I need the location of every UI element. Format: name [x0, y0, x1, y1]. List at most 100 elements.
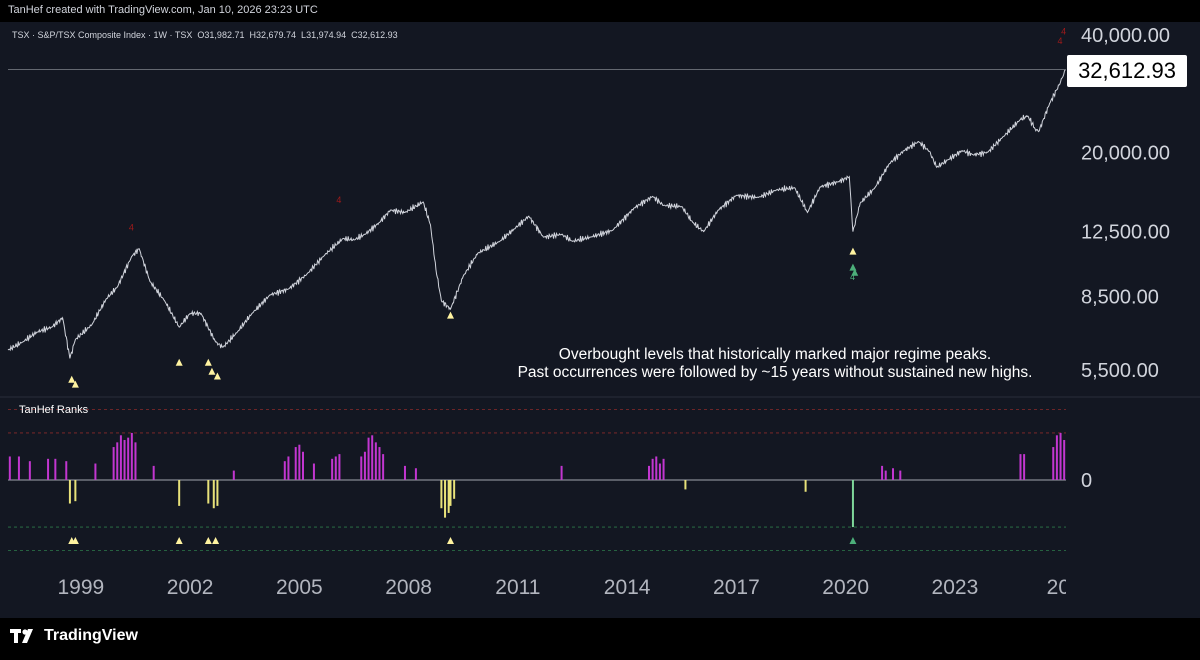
overbought-bar	[658, 463, 661, 480]
overbought-bar	[374, 442, 377, 480]
overbought-bar	[367, 437, 370, 480]
overbought-bar	[363, 451, 366, 480]
overbought-bar	[134, 442, 137, 480]
overbought-bar	[662, 458, 665, 480]
chart-annotation: Overbought levels that historically mark…	[430, 346, 1120, 382]
yellow-triangle-marker	[849, 247, 857, 255]
y-tick-label: 40,000.00	[1081, 25, 1170, 47]
overbought-bar	[123, 440, 126, 480]
overbought-bar	[414, 468, 417, 480]
oversold-bar	[449, 480, 452, 506]
overbought-bar	[294, 447, 297, 480]
indicator-triangle-marker	[175, 537, 183, 544]
overbought-bar	[1019, 454, 1022, 480]
oversold-bar	[440, 480, 443, 509]
footer-bar	[0, 618, 1200, 660]
overbought-bar	[331, 458, 334, 480]
tradingview-logo-icon	[10, 629, 33, 643]
overbought-bar	[65, 461, 68, 480]
x-tick-label: 2011	[495, 576, 540, 599]
overbought-bar	[152, 465, 155, 480]
y-tick-label: 5,500.00	[1081, 360, 1159, 382]
overbought-bar	[302, 451, 305, 480]
extreme-oversold-bar	[851, 480, 854, 528]
green-triangle-marker	[849, 263, 857, 271]
yellow-triangle-marker	[213, 372, 221, 380]
overbought-bar	[899, 470, 902, 480]
x-tick-label: 1999	[57, 576, 104, 599]
overbought-bar	[232, 470, 235, 480]
yellow-triangle-marker	[71, 380, 79, 388]
overbought-bar	[378, 447, 381, 480]
indicator-triangle-marker	[71, 537, 79, 544]
open-label: O	[197, 30, 205, 40]
overbought-bar	[881, 465, 884, 480]
oversold-bar	[216, 480, 219, 506]
yellow-triangle-marker	[204, 358, 212, 366]
overbought-bar	[130, 432, 133, 480]
overbought-bar	[360, 456, 363, 480]
overbought-bar	[338, 454, 341, 480]
green-4-marker: 4	[850, 272, 855, 282]
indicator-label[interactable]: TanHef Ranks	[19, 404, 89, 416]
overbought-bar	[647, 465, 650, 480]
axis-right-mask	[1066, 570, 1200, 610]
oversold-bar	[212, 480, 215, 509]
x-tick-label: 2020	[822, 576, 869, 599]
yellow-triangle-marker	[68, 375, 76, 383]
overbought-bar	[371, 435, 374, 480]
x-tick-label: 2008	[385, 576, 432, 599]
overbought-bar	[54, 458, 57, 480]
red-4-marker: 4	[1061, 26, 1066, 36]
oversold-bar	[453, 480, 456, 499]
chart-panel[interactable]	[0, 22, 1200, 618]
overbought-bar	[298, 444, 301, 480]
close-value: 32,612.93	[357, 30, 398, 40]
overbought-bar	[1059, 432, 1062, 480]
yellow-triangle-marker	[208, 367, 216, 375]
y-tick-label: 20,000.00	[1081, 142, 1170, 164]
symbol-name[interactable]: TSX · S&P/TSX Composite Index · 1W · TSX	[12, 30, 193, 40]
oversold-bar	[178, 480, 181, 506]
overbought-bar	[334, 456, 337, 480]
overbought-bar	[127, 437, 130, 480]
yellow-triangle-marker	[175, 358, 183, 366]
overbought-bar	[403, 465, 406, 480]
overbought-bar	[28, 461, 31, 480]
annotation-line-1: Overbought levels that historically mark…	[558, 346, 992, 363]
overbought-bar	[892, 468, 895, 480]
open-value: 31,982.71	[204, 30, 245, 40]
overbought-bar	[17, 456, 20, 480]
oversold-bar	[447, 480, 450, 513]
overbought-bar	[8, 456, 11, 480]
overbought-bar	[382, 454, 385, 480]
x-tick-label: 2023	[932, 576, 979, 599]
overbought-bar	[94, 463, 97, 480]
overbought-bar	[1023, 454, 1026, 480]
overbought-bar	[1052, 447, 1055, 480]
overbought-bar	[1063, 440, 1066, 480]
y-tick-label: 12,500.00	[1081, 222, 1170, 244]
oversold-bar	[444, 480, 447, 518]
symbol-header[interactable]: TSX · S&P/TSX Composite Index · 1W · TSX…	[12, 30, 398, 40]
x-tick-label: 2002	[167, 576, 214, 599]
overbought-bar	[287, 456, 290, 480]
indicator-triangle-marker	[212, 537, 220, 544]
oversold-bar	[804, 480, 807, 492]
x-tick-label: 2017	[713, 576, 760, 599]
close-label: C	[351, 30, 358, 40]
overbought-bar	[112, 447, 115, 480]
overbought-bar	[884, 470, 887, 480]
high-label: H	[249, 30, 256, 40]
overbought-bar	[283, 461, 286, 480]
overbought-bar	[1055, 435, 1058, 480]
low-label: L	[301, 30, 307, 40]
overbought-bar	[655, 456, 658, 480]
overbought-bar	[119, 435, 122, 480]
oversold-bar	[207, 480, 210, 504]
tradingview-logo[interactable]: TradingView	[10, 627, 138, 645]
attribution-bar: TanHef created with TradingView.com, Jan…	[0, 0, 1200, 22]
low-value: 31,974.94	[306, 30, 347, 40]
x-tick-label: 2014	[604, 576, 651, 599]
